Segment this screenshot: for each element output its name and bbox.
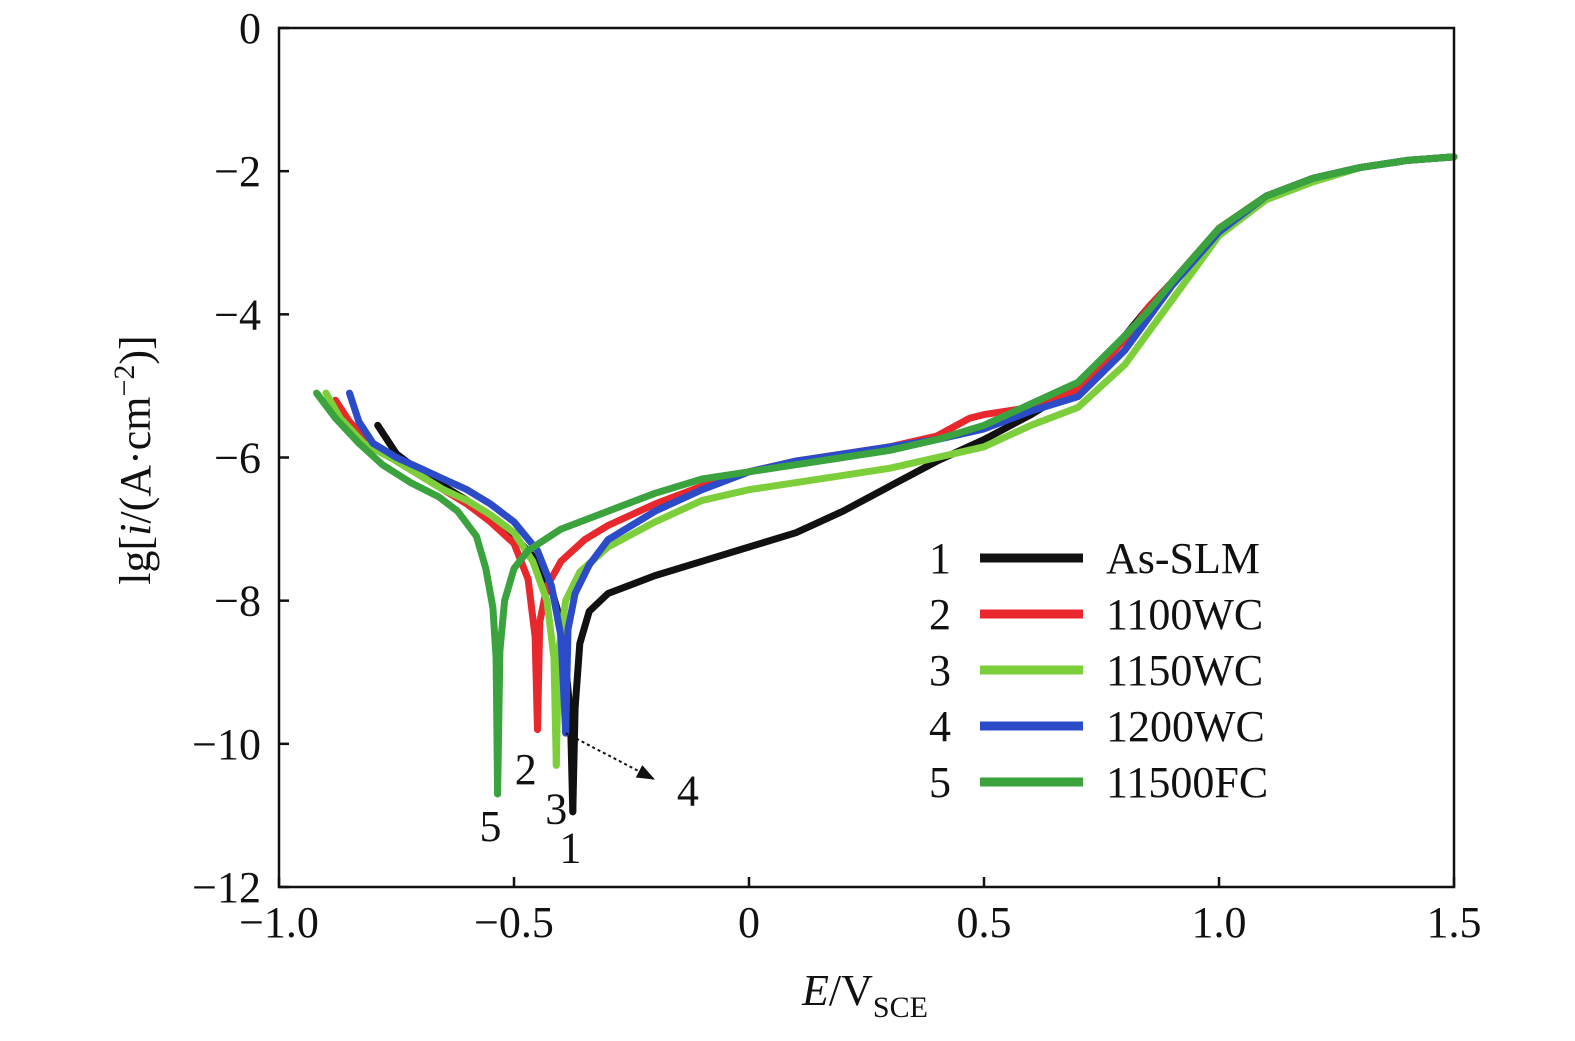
- axes-layer: −1.0 −0.5 0 0.5 1.0 1.5 0 −2 −4 −6 −8 −10 −12: [192, 4, 1481, 947]
- y-tick-label: −10: [192, 720, 261, 769]
- legend: 1 As-SLM 2 1100WC 3 1150WC 4 1200WC 5 11500FC: [929, 534, 1268, 807]
- curve-label: 4: [677, 766, 699, 815]
- curve-label: 1: [559, 824, 581, 873]
- series-line-cathodic: [313, 389, 502, 798]
- y-tick-label: −12: [192, 863, 261, 912]
- x-tick-label: −1.0: [239, 898, 319, 947]
- y-tick-label: −6: [214, 434, 261, 483]
- legend-label: 1200WC: [1106, 702, 1265, 751]
- legend-label: As-SLM: [1106, 534, 1260, 583]
- y-tick-label: −8: [214, 577, 261, 626]
- series-line-anodic: [562, 153, 1458, 737]
- legend-item: 1 As-SLM: [929, 534, 1260, 583]
- y-axis-title: lg[i/(A·cm−2)]: [108, 335, 160, 584]
- series-line-anodic: [494, 153, 1458, 798]
- legend-number: 3: [929, 646, 951, 695]
- legend-number: 5: [929, 758, 951, 807]
- legend-label: 1150WC: [1106, 646, 1263, 695]
- legend-number: 1: [929, 534, 951, 583]
- x-tick-label: 1.0: [1192, 898, 1247, 947]
- x-tick-label: −0.5: [474, 898, 554, 947]
- legend-item: 4 1200WC: [929, 702, 1265, 751]
- curve-label: 3: [545, 784, 567, 833]
- y-tick-label: −4: [214, 290, 261, 339]
- series-layer: [313, 153, 1458, 816]
- y-tick-label: 0: [239, 4, 261, 53]
- arrow-line: [565, 732, 656, 781]
- y-tick-label: −2: [214, 147, 261, 196]
- legend-label: 11500FC: [1106, 758, 1268, 807]
- curve-label: 2: [515, 745, 537, 794]
- legend-item: 2 1100WC: [929, 590, 1263, 639]
- arrow-head: [635, 765, 655, 780]
- x-axis-title: E/VSCE: [801, 966, 928, 1024]
- curve-label: 5: [480, 802, 502, 851]
- series-line-cathodic: [346, 389, 570, 737]
- plot-frame: [277, 26, 1456, 889]
- legend-item: 3 1150WC: [929, 646, 1263, 695]
- x-tick-label: 0: [738, 898, 760, 947]
- curve-labels: 123 4 5: [480, 732, 699, 873]
- legend-label: 1100WC: [1106, 590, 1263, 639]
- legend-number: 2: [929, 590, 951, 639]
- legend-item: 5 11500FC: [929, 758, 1268, 807]
- series-5: [313, 153, 1458, 798]
- x-tick-label: 0.5: [957, 898, 1012, 947]
- legend-number: 4: [929, 702, 951, 751]
- x-tick-label: 1.5: [1427, 898, 1482, 947]
